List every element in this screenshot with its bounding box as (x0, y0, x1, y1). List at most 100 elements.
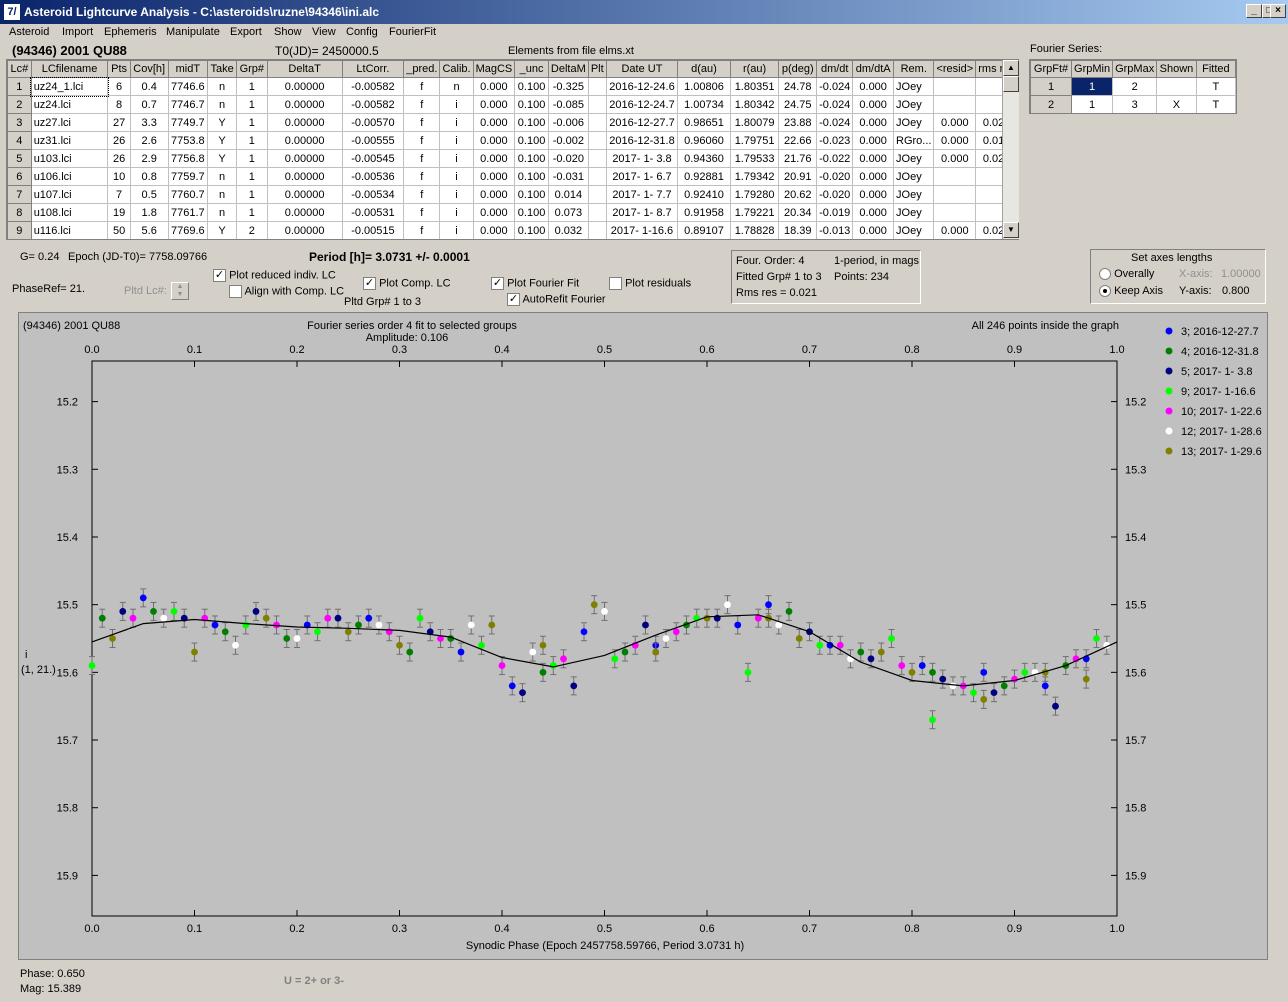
table-row[interactable]: 1 uz24_1.lci 6 0.4 7746.6 n 1 0.00000 -0.00582 f n… (7, 76, 1018, 97)
table-cell[interactable]: 50 (107, 221, 131, 239)
table-cell[interactable]: 22.66 (778, 131, 818, 150)
table-cell[interactable]: 0.100 (514, 203, 549, 222)
table-cell[interactable]: 2017- 1- 3.8 (605, 149, 679, 168)
table-cell[interactable]: 0.00000 (266, 149, 343, 168)
table-cell[interactable]: 24.78 (778, 77, 818, 96)
lc-col-header[interactable]: Grp# (236, 60, 268, 78)
table-cell[interactable]: -0.00582 (341, 77, 405, 96)
lc-col-header[interactable]: <resid> (933, 60, 977, 78)
lc-col-header[interactable]: Take (207, 60, 237, 78)
align-checkbox[interactable]: Align with Comp. LC (229, 285, 344, 298)
table-cell[interactable]: 8 (107, 95, 131, 114)
table-cell[interactable]: 4 (7, 131, 32, 150)
table-cell[interactable]: 0.000 (852, 149, 895, 168)
table-cell[interactable]: 0.000 (933, 149, 977, 168)
fourier-cell[interactable]: X (1156, 95, 1197, 113)
table-cell[interactable]: 9 (7, 221, 32, 239)
table-cell[interactable]: 7760.7 (167, 185, 209, 204)
table-cell[interactable]: f (403, 185, 441, 204)
table-cell[interactable]: 5.6 (129, 221, 169, 239)
table-cell[interactable]: 0.000 (852, 185, 895, 204)
table-cell[interactable]: 7749.7 (167, 113, 209, 132)
table-cell[interactable]: i (439, 203, 474, 222)
table-cell[interactable] (933, 185, 977, 204)
table-cell[interactable]: 0.00000 (266, 185, 343, 204)
table-row[interactable]: 2 uz24.lci 8 0.7 7746.7 n 1 0.00000 -0.00582 f i 0.… (7, 95, 1018, 114)
fourier-cell[interactable]: 1 (1030, 77, 1073, 96)
table-cell[interactable]: 0.00000 (266, 131, 343, 150)
table-cell[interactable]: Y (207, 113, 237, 132)
autorefit-checkbox[interactable]: ✓ AutoRefit Fourier (507, 293, 606, 306)
table-cell[interactable]: 0.98651 (677, 113, 731, 132)
table-cell[interactable]: n (207, 167, 237, 186)
fourier-cell[interactable]: 2 (1030, 95, 1073, 113)
table-cell[interactable]: 0.5 (129, 185, 169, 204)
table-cell[interactable]: 7761.7 (167, 203, 209, 222)
table-cell[interactable]: 1.00734 (677, 95, 731, 114)
table-cell[interactable]: JOey (893, 167, 935, 186)
scroll-down-icon[interactable]: ▼ (1003, 222, 1019, 238)
table-cell[interactable]: i (439, 221, 474, 239)
table-cell[interactable]: -0.00582 (341, 95, 405, 114)
lc-col-header[interactable]: dm/dtA (852, 60, 895, 78)
lc-col-header[interactable]: DeltaT (266, 60, 343, 78)
table-cell[interactable]: -0.020 (816, 185, 854, 204)
table-cell[interactable]: 0.000 (933, 131, 977, 150)
table-cell[interactable]: n (207, 77, 237, 96)
table-cell[interactable]: -0.024 (816, 77, 854, 96)
table-cell[interactable]: 1.79221 (729, 203, 780, 222)
table-cell[interactable]: JOey (893, 149, 935, 168)
menu-fourierfit[interactable]: FourierFit (389, 26, 437, 38)
table-cell[interactable]: u106.lci (30, 167, 109, 186)
table-cell[interactable]: 0.000 (852, 167, 895, 186)
table-cell[interactable]: 7756.8 (167, 149, 209, 168)
table-cell[interactable]: 0.000 (472, 131, 516, 150)
table-cell[interactable]: 1.8 (129, 203, 169, 222)
lc-col-header[interactable]: Lc# (7, 60, 32, 78)
lc-col-header[interactable]: Plt (587, 60, 607, 78)
table-cell[interactable] (587, 77, 607, 96)
table-cell[interactable]: 0.000 (472, 113, 516, 132)
keep-axis-radio[interactable]: Keep Axis (1099, 285, 1163, 298)
table-row[interactable]: 8 u108.lci 19 1.8 7761.7 n 1 0.00000 -0.00531 f i 0… (7, 203, 1018, 222)
table-cell[interactable]: Y (207, 131, 237, 150)
table-cell[interactable]: 0.000 (933, 113, 977, 132)
lc-col-header[interactable]: d(au) (677, 60, 731, 78)
table-cell[interactable]: 7746.6 (167, 77, 209, 96)
table-cell[interactable]: 0.00000 (266, 221, 343, 239)
table-cell[interactable]: -0.00555 (341, 131, 405, 150)
lc-col-header[interactable]: LtCorr. (341, 60, 405, 78)
table-cell[interactable]: 2.6 (129, 131, 169, 150)
table-cell[interactable]: n (439, 77, 474, 96)
lightcurve-plot[interactable]: 0.0 0.0 0.1 0.1 0.2 0.2 0.3 0.3 0.4 0.4 0.5 0.5 0.6 0… (19, 313, 1269, 961)
fourier-cell[interactable]: 2 (1112, 77, 1158, 96)
table-cell[interactable]: 1.79280 (729, 185, 780, 204)
table-cell[interactable]: 2016-12-24.7 (605, 95, 679, 114)
fourier-cell[interactable]: 1 (1071, 95, 1114, 113)
table-row[interactable]: 3 uz27.lci 27 3.3 7749.7 Y 1 0.00000 -0.00570 f i 0… (7, 113, 1018, 132)
table-cell[interactable] (587, 149, 607, 168)
table-cell[interactable]: 26 (107, 149, 131, 168)
table-cell[interactable]: 1 (236, 167, 268, 186)
table-cell[interactable]: 0.92410 (677, 185, 731, 204)
table-cell[interactable]: 0.100 (514, 95, 549, 114)
table-cell[interactable]: 0.92881 (677, 167, 731, 186)
table-cell[interactable]: 0.96060 (677, 131, 731, 150)
table-cell[interactable]: 20.62 (778, 185, 818, 204)
table-cell[interactable]: u103.lci (30, 149, 109, 168)
table-cell[interactable]: -0.00534 (341, 185, 405, 204)
table-cell[interactable]: 7746.7 (167, 95, 209, 114)
table-cell[interactable]: 2017- 1- 7.7 (605, 185, 679, 204)
table-cell[interactable]: -0.024 (816, 95, 854, 114)
lc-col-header[interactable]: midT (167, 60, 209, 78)
minimize-button[interactable]: _ (1246, 4, 1262, 18)
table-cell[interactable]: 0.100 (514, 131, 549, 150)
table-cell[interactable]: 0.000 (472, 221, 516, 239)
table-cell[interactable]: -0.00536 (341, 167, 405, 186)
table-cell[interactable]: u108.lci (30, 203, 109, 222)
plot-reduced-checkbox[interactable]: ✓ Plot reduced indiv. LC (213, 269, 336, 282)
table-cell[interactable]: -0.013 (816, 221, 854, 239)
table-cell[interactable]: 20.34 (778, 203, 818, 222)
table-cell[interactable]: 7 (7, 185, 32, 204)
table-cell[interactable] (933, 167, 977, 186)
